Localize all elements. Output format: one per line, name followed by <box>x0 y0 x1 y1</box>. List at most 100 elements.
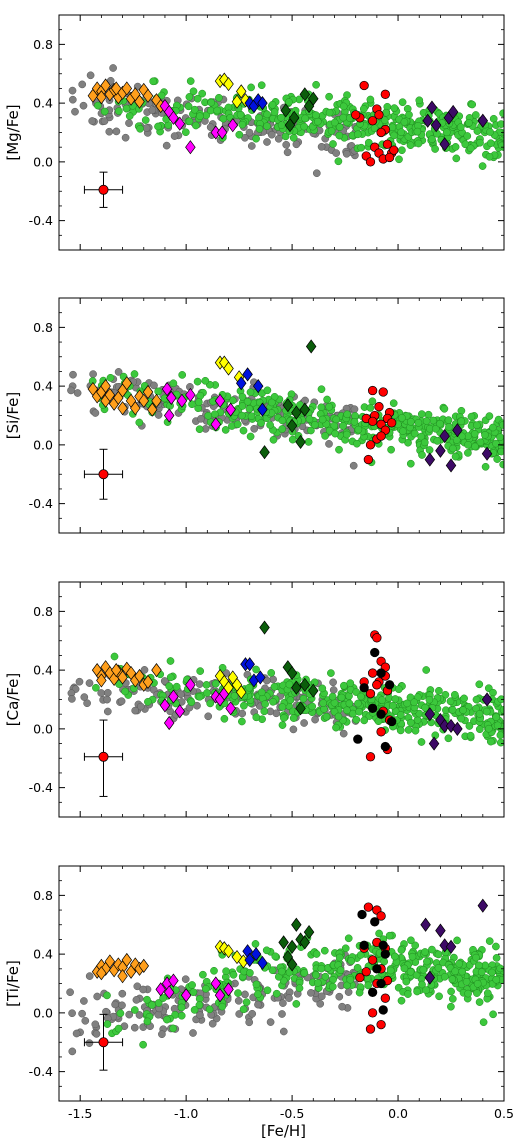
background-point <box>133 982 142 991</box>
background-point <box>317 403 326 412</box>
data-point-diamond <box>147 402 158 417</box>
data-point-circle <box>376 978 386 989</box>
data-point-circle <box>378 1005 388 1015</box>
background-point <box>343 981 351 990</box>
background-point <box>385 694 393 702</box>
data-point-circle <box>361 967 371 977</box>
background-point <box>332 415 341 424</box>
data-point-diamond <box>430 118 442 133</box>
data-point-circle <box>378 387 388 397</box>
background-point <box>68 1047 77 1056</box>
data-point-diamond <box>291 680 302 695</box>
background-point <box>335 992 344 1001</box>
background-point <box>78 1009 86 1018</box>
background-point <box>329 686 338 694</box>
background-point <box>404 726 413 734</box>
data-point-diamond <box>227 670 238 685</box>
y-tick-label: 0.0 <box>33 437 53 452</box>
background-point <box>448 975 457 984</box>
background-point <box>321 432 329 440</box>
data-point-diamond <box>180 988 192 1003</box>
data-point-circle <box>365 440 376 450</box>
background-point <box>395 155 403 164</box>
background-point <box>440 972 449 981</box>
background-point <box>268 966 277 975</box>
background-point <box>323 395 331 404</box>
background-point <box>419 965 428 974</box>
background-point <box>121 133 130 142</box>
data-point-diamond <box>236 376 247 391</box>
background-point <box>125 112 134 120</box>
data-point-diamond <box>439 137 450 152</box>
data-point-circle <box>378 940 388 950</box>
background-point <box>492 713 501 721</box>
data-point-diamond <box>291 917 302 932</box>
background-point <box>181 128 190 137</box>
data-point-diamond <box>214 393 226 408</box>
y-tick-label: 0.0 <box>33 1005 53 1020</box>
plot-area <box>68 64 504 178</box>
background-point <box>477 968 486 976</box>
background-point <box>331 429 339 438</box>
error-bar-point <box>98 1037 109 1048</box>
background-point <box>178 371 187 379</box>
background-point <box>496 433 504 442</box>
background-point <box>452 154 461 163</box>
background-point <box>114 1024 123 1033</box>
background-point <box>423 957 431 966</box>
background-point <box>312 111 320 119</box>
background-point <box>434 950 443 959</box>
data-point-diamond <box>286 957 298 972</box>
background-point <box>461 140 470 149</box>
background-point <box>250 424 259 433</box>
background-point <box>352 715 361 724</box>
background-point <box>476 438 485 447</box>
data-point-diamond <box>299 87 311 102</box>
panel-1: -0.4 0.0 0.4 0.8 [Mg/Fe] <box>4 14 505 251</box>
background-point <box>473 127 482 135</box>
background-point <box>100 107 109 116</box>
background-point <box>337 693 346 702</box>
data-point-diamond <box>447 104 459 120</box>
background-point <box>286 696 295 704</box>
data-point-circle <box>365 157 376 167</box>
background-point <box>493 455 502 463</box>
background-point <box>263 122 271 131</box>
background-point <box>417 738 426 746</box>
background-point <box>154 122 162 131</box>
data-point-diamond <box>168 973 179 988</box>
background-point <box>292 1000 301 1008</box>
background-point <box>68 95 77 104</box>
background-point <box>364 138 373 147</box>
background-point <box>451 452 460 461</box>
background-point <box>159 994 167 1002</box>
background-point <box>162 141 171 150</box>
background-point <box>410 698 419 707</box>
data-point-circle <box>384 680 395 690</box>
data-point-diamond <box>435 923 446 938</box>
background-point <box>457 417 466 426</box>
background-point <box>189 87 198 96</box>
background-point <box>386 966 395 975</box>
background-point <box>188 981 196 989</box>
background-point <box>169 1024 177 1033</box>
data-point-circle <box>376 709 386 719</box>
background-point <box>447 1002 455 1011</box>
background-point <box>185 117 194 126</box>
data-point-diamond <box>161 381 173 397</box>
background-point <box>483 989 492 998</box>
background-point <box>91 1020 100 1029</box>
background-point <box>283 148 292 157</box>
background-point <box>288 435 297 444</box>
background-point <box>391 695 400 703</box>
data-point-diamond <box>295 701 306 716</box>
background-point <box>405 110 413 119</box>
background-point <box>411 941 420 950</box>
background-point <box>317 142 326 151</box>
background-point <box>80 693 89 701</box>
background-point <box>103 991 111 1000</box>
background-point <box>368 397 377 406</box>
background-point <box>269 435 278 444</box>
data-point-diamond <box>121 376 133 391</box>
data-point-diamond <box>163 715 175 731</box>
